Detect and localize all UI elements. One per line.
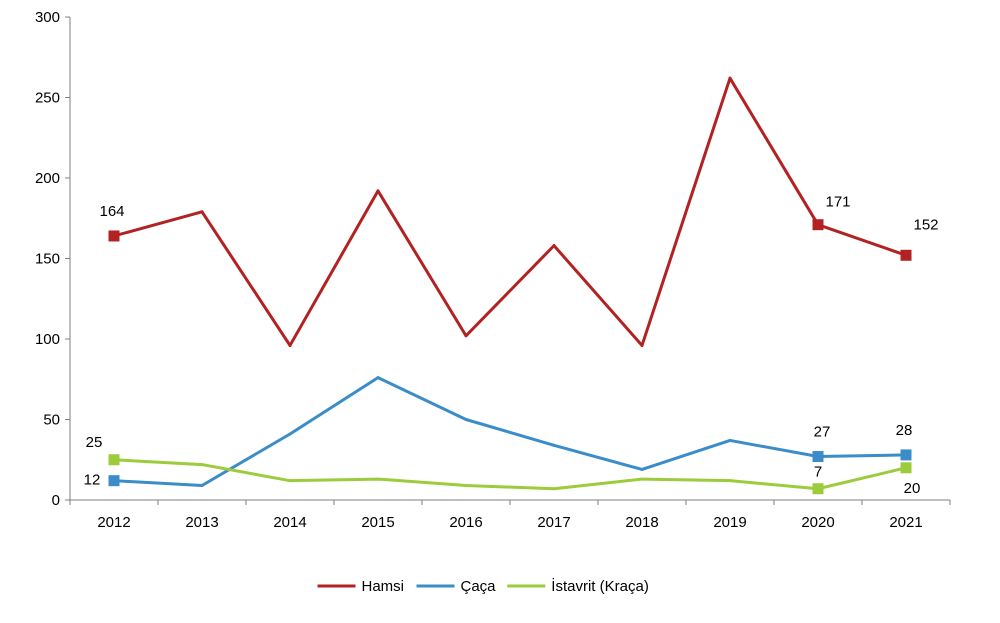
data-label: 25: [86, 434, 103, 451]
y-tick-label: 200: [35, 170, 60, 187]
data-marker: [108, 475, 120, 487]
x-tick-label: 2012: [97, 514, 130, 531]
data-point: [552, 244, 556, 248]
legend-label: İstavrit (Kraça): [551, 577, 649, 595]
data-point: [464, 418, 468, 421]
y-tick-label: 300: [35, 9, 60, 26]
data-point: [200, 463, 204, 467]
data-point: [728, 76, 732, 80]
data-point: [376, 189, 380, 193]
series-line-0: [113, 76, 907, 347]
data-label: 12: [84, 472, 101, 489]
data-point: [464, 484, 468, 488]
x-tick-label: 2016: [449, 514, 482, 531]
data-point: [200, 210, 204, 214]
y-tick-label: 100: [35, 331, 60, 348]
data-label: 164: [99, 203, 124, 220]
data-point: [376, 376, 380, 380]
data-marker: [900, 449, 912, 461]
data-point: [640, 343, 644, 347]
data-point: [552, 443, 556, 447]
x-tick-label: 2018: [625, 514, 658, 531]
data-marker: [108, 230, 120, 242]
data-marker: [812, 219, 824, 231]
data-point: [552, 487, 556, 491]
data-label: 27: [814, 424, 831, 441]
data-label: 7: [814, 464, 822, 481]
series-line-1: [113, 376, 907, 488]
data-marker: [812, 483, 824, 495]
data-point: [288, 343, 292, 347]
data-point: [728, 479, 732, 483]
legend-label: Çaça: [461, 578, 497, 595]
y-tick-label: 150: [35, 251, 60, 268]
x-tick-label: 2015: [361, 514, 394, 531]
x-tick-label: 2013: [185, 514, 218, 531]
y-tick-label: 50: [43, 412, 60, 429]
x-tick-label: 2021: [889, 514, 922, 531]
series-line-2: [113, 458, 907, 491]
data-point: [464, 334, 468, 338]
data-label: 152: [913, 216, 938, 233]
data-point: [728, 438, 732, 442]
x-tick-label: 2014: [273, 514, 306, 531]
x-tick-label: 2019: [713, 514, 746, 531]
data-point: [640, 467, 644, 471]
data-marker: [900, 462, 912, 474]
y-tick-label: 0: [52, 492, 60, 509]
y-tick-label: 250: [35, 90, 60, 107]
legend-label: Hamsi: [362, 578, 405, 595]
data-point: [200, 484, 204, 488]
data-point: [376, 477, 380, 481]
data-marker: [108, 454, 120, 466]
data-point: [288, 479, 292, 483]
data-label: 20: [904, 480, 921, 497]
data-marker: [900, 249, 912, 261]
data-point: [288, 432, 292, 436]
data-marker: [812, 451, 824, 463]
data-label: 171: [825, 194, 850, 211]
x-tick-label: 2017: [537, 514, 570, 531]
x-tick-label: 2020: [801, 514, 834, 531]
data-label: 28: [896, 422, 913, 439]
data-point: [640, 477, 644, 481]
